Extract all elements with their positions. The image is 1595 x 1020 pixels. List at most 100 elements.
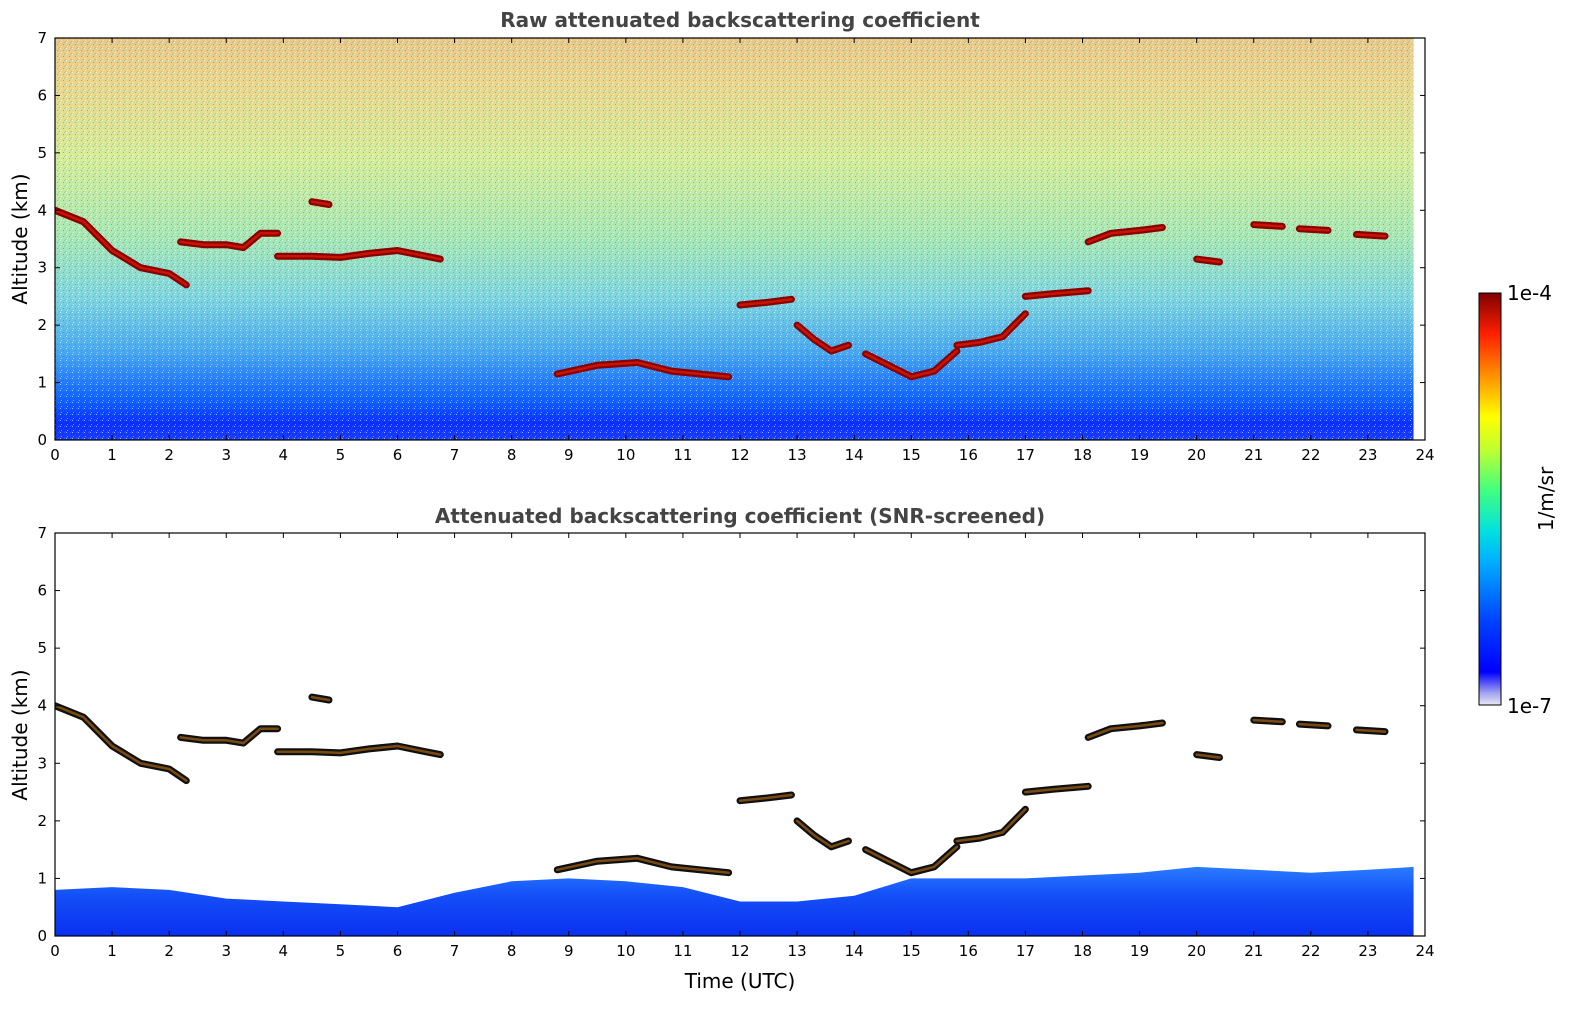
- cloud-layer-core: [1298, 227, 1330, 232]
- raw-backscatter-panel: Raw attenuated backscattering coefficien…: [8, 8, 1435, 464]
- cloud-layer-core: [310, 695, 331, 702]
- cloud-layer-core: [55, 704, 188, 782]
- x-tick-label: 23: [1358, 942, 1377, 960]
- y-tick-label: 1: [37, 869, 47, 887]
- y-tick-label: 7: [37, 29, 47, 47]
- y-tick-label: 6: [37, 86, 47, 104]
- x-tick-label: 20: [1187, 942, 1206, 960]
- x-tick-label: 10: [616, 942, 635, 960]
- raw-panel-title: Raw attenuated backscattering coefficien…: [500, 8, 980, 32]
- x-tick-label: 17: [1016, 446, 1035, 464]
- x-tick-label: 8: [507, 446, 517, 464]
- x-tick-label: 11: [673, 446, 692, 464]
- cloud-layer-core: [864, 349, 959, 379]
- x-tick-label: 2: [164, 446, 174, 464]
- cloud-layer-core: [1298, 722, 1330, 728]
- x-tick-label: 1: [107, 942, 117, 960]
- x-tick-label: 5: [336, 942, 346, 960]
- x-tick-label: 2: [164, 942, 174, 960]
- colorbar: 1e-4 1e-7 1/m/sr: [1478, 281, 1558, 718]
- x-tick-label: 6: [393, 446, 403, 464]
- cloud-layer-core: [1252, 223, 1284, 228]
- x-tick-label: 19: [1130, 942, 1149, 960]
- x-tick-label: 22: [1301, 942, 1320, 960]
- colorbar-max-label: 1e-4: [1507, 281, 1552, 305]
- y-tick-label: 3: [37, 259, 47, 277]
- screened-cloud-layers: [55, 693, 1389, 877]
- x-tick-label: 9: [564, 446, 574, 464]
- x-tick-label: 3: [221, 446, 231, 464]
- screened-backscatter-panel: Attenuated backscattering coefficient (S…: [8, 504, 1435, 993]
- y-tick-label: 3: [37, 754, 47, 772]
- y-tick-label: 4: [37, 201, 47, 219]
- x-tick-label: 1: [107, 446, 117, 464]
- y-tick-label: 2: [37, 812, 47, 830]
- cloud-layer-core: [1355, 728, 1387, 733]
- x-tick-label: 7: [450, 942, 460, 960]
- cloud-layer-core: [179, 232, 279, 249]
- raw-noise-texture: [55, 38, 1414, 440]
- cloud-layer-core: [738, 298, 793, 307]
- x-tick-label: 15: [902, 446, 921, 464]
- y-tick-label: 5: [37, 639, 47, 657]
- x-tick-label: 24: [1415, 446, 1434, 464]
- x-tick-label: 23: [1358, 446, 1377, 464]
- x-tick-label: 10: [616, 446, 635, 464]
- x-tick-label: 13: [788, 942, 807, 960]
- x-tick-label: 21: [1244, 446, 1263, 464]
- cloud-layer-core: [1086, 226, 1164, 244]
- cloud-layer-core: [795, 323, 850, 353]
- cloud-layer-core: [276, 249, 442, 261]
- cloud-layer-core: [55, 209, 188, 287]
- y-tick-label: 6: [37, 582, 47, 600]
- x-tick-label: 0: [50, 446, 60, 464]
- x-tick-label: 19: [1130, 446, 1149, 464]
- x-tick-label: 12: [730, 446, 749, 464]
- x-tick-label: 4: [279, 942, 289, 960]
- x-tick-label: 11: [673, 942, 692, 960]
- cloud-layer-core: [556, 361, 730, 379]
- x-tick-label: 0: [50, 942, 60, 960]
- raw-y-axis: 0 1 2 3 4 5 6 7: [37, 29, 1425, 449]
- x-tick-label: 13: [788, 446, 807, 464]
- colorbar-gradient: [1478, 292, 1502, 706]
- screened-boundary-layer: [55, 866, 1414, 936]
- x-tick-label: 18: [1073, 942, 1092, 960]
- x-axis-label: Time (UTC): [684, 969, 796, 993]
- cloud-layer-core: [1355, 233, 1387, 238]
- y-tick-label: 2: [37, 316, 47, 334]
- x-tick-label: 17: [1016, 942, 1035, 960]
- x-tick-label: 4: [279, 446, 289, 464]
- x-tick-label: 14: [845, 446, 864, 464]
- y-tick-label: 0: [37, 431, 47, 449]
- cloud-layer-core: [795, 819, 850, 849]
- x-tick-label: 7: [450, 446, 460, 464]
- x-tick-label: 20: [1187, 446, 1206, 464]
- y-tick-label: 5: [37, 144, 47, 162]
- colorbar-unit-label: 1/m/sr: [1534, 466, 1558, 531]
- screened-y-axis-label: Altitude (km): [8, 669, 32, 800]
- x-tick-label: 15: [902, 942, 921, 960]
- screened-panel-title: Attenuated backscattering coefficient (S…: [435, 504, 1045, 528]
- raw-no-data-region: [1413, 38, 1425, 440]
- x-tick-label: 22: [1301, 446, 1320, 464]
- x-tick-label: 18: [1073, 446, 1092, 464]
- y-tick-label: 4: [37, 697, 47, 715]
- raw-x-axis: 0 1 2 3 4 5 6 7 8 9 10 11 12 13 14 15 16 17 18 19 20 21 22 23 24: [50, 38, 1435, 464]
- cloud-layer-core: [738, 793, 793, 802]
- cloud-layer-core: [1024, 289, 1090, 298]
- x-tick-label: 12: [730, 942, 749, 960]
- x-tick-label: 6: [393, 942, 403, 960]
- x-tick-label: 24: [1415, 942, 1434, 960]
- y-tick-label: 7: [37, 524, 47, 542]
- cloud-layer-core: [1252, 718, 1284, 724]
- cloud-layer-core: [864, 845, 959, 874]
- cloud-layer-core: [1195, 753, 1221, 759]
- screened-x-axis: 0 1 2 3 4 5 6 7 8 9 10 11 12 13 14 15 16 17 18 19 20 21 22 23 24: [50, 533, 1435, 960]
- x-tick-label: 5: [336, 446, 346, 464]
- cloud-layer-core: [1024, 785, 1090, 794]
- x-tick-label: 8: [507, 942, 517, 960]
- cloud-layer-core: [276, 744, 442, 756]
- cloud-layer-core: [310, 200, 331, 206]
- x-tick-label: 16: [959, 446, 978, 464]
